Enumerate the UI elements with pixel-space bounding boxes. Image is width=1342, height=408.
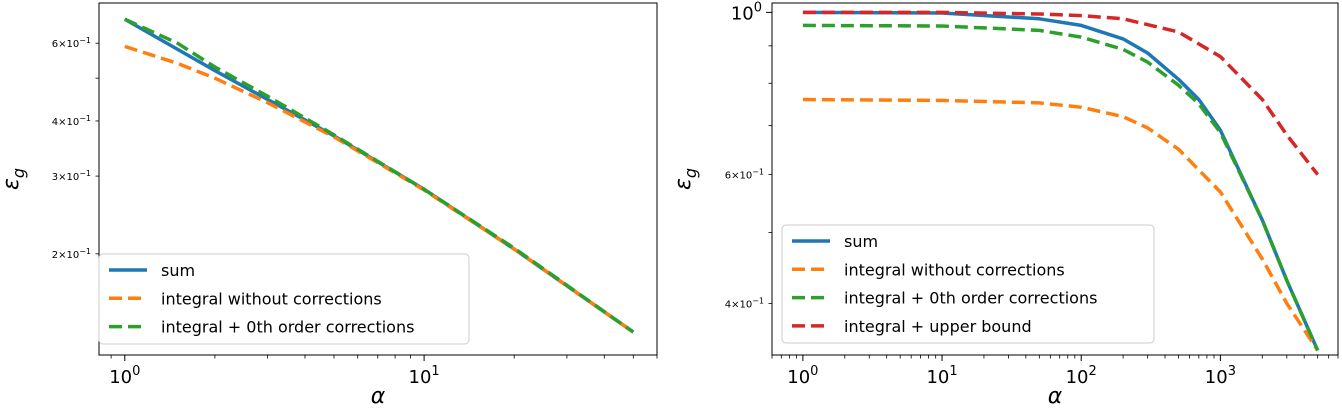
x-axis: 100 101 bbox=[109, 355, 658, 388]
legend-box bbox=[781, 224, 1155, 344]
legend-box bbox=[98, 253, 470, 345]
y-axis: 100 6×10−1 4×10−1 bbox=[725, 0, 772, 310]
x-axis-label: α bbox=[371, 384, 386, 408]
chart-panel-1: 100 101 6×10−1 4×10−1 3×10−1 2×10−1 α εg sum inte… bbox=[0, 2, 658, 408]
y-axis-label: εg bbox=[671, 168, 700, 190]
y-tick-label: 6×10−1 bbox=[52, 36, 91, 50]
y-axis-label: εg bbox=[0, 168, 28, 190]
series-line-2 bbox=[124, 44, 635, 334]
series-line-3 bbox=[124, 17, 635, 334]
legend-label: sum bbox=[161, 261, 195, 280]
legend: sum integral without corrections integral … bbox=[781, 224, 1155, 344]
x-tick-label: 103 bbox=[1205, 364, 1236, 388]
x-tick-label: 100 bbox=[109, 364, 140, 388]
x-tick-label: 100 bbox=[787, 364, 818, 388]
plot-frame bbox=[771, 2, 1339, 356]
legend-label: sum bbox=[844, 232, 878, 251]
series-line-3 bbox=[802, 23, 1320, 352]
x-axis-label: α bbox=[1048, 384, 1063, 408]
y-tick-label: 2×10−1 bbox=[52, 247, 91, 261]
x-tick-label: 101 bbox=[409, 364, 440, 388]
series-line-2 bbox=[802, 97, 1320, 352]
x-tick-label: 101 bbox=[926, 364, 957, 388]
legend-label: integral + upper bound bbox=[844, 317, 1032, 336]
x-axis: 100 101 102 103 bbox=[771, 355, 1339, 388]
y-tick-label: 6×10−1 bbox=[725, 168, 764, 182]
y-tick-label: 100 bbox=[731, 0, 762, 24]
y-tick-label: 4×10−1 bbox=[52, 114, 91, 128]
legend-label: integral + 0th order corrections bbox=[844, 289, 1097, 308]
series-line-4 bbox=[802, 10, 1320, 176]
legend-label: integral + 0th order corrections bbox=[161, 318, 414, 337]
legend-label: integral without corrections bbox=[844, 260, 1065, 279]
y-tick-label: 3×10−1 bbox=[52, 169, 91, 183]
y-tick-label: 4×10−1 bbox=[725, 296, 764, 310]
legend-label: integral without corrections bbox=[161, 289, 382, 308]
chart-panel-2: 100 101 102 103 100 6×10−1 4×10−1 α εg sum integra… bbox=[671, 0, 1339, 408]
legend: sum integral without corrections integral … bbox=[98, 253, 470, 345]
y-axis: 6×10−1 4×10−1 3×10−1 2×10−1 bbox=[52, 36, 99, 261]
x-tick-label: 102 bbox=[1066, 364, 1097, 388]
